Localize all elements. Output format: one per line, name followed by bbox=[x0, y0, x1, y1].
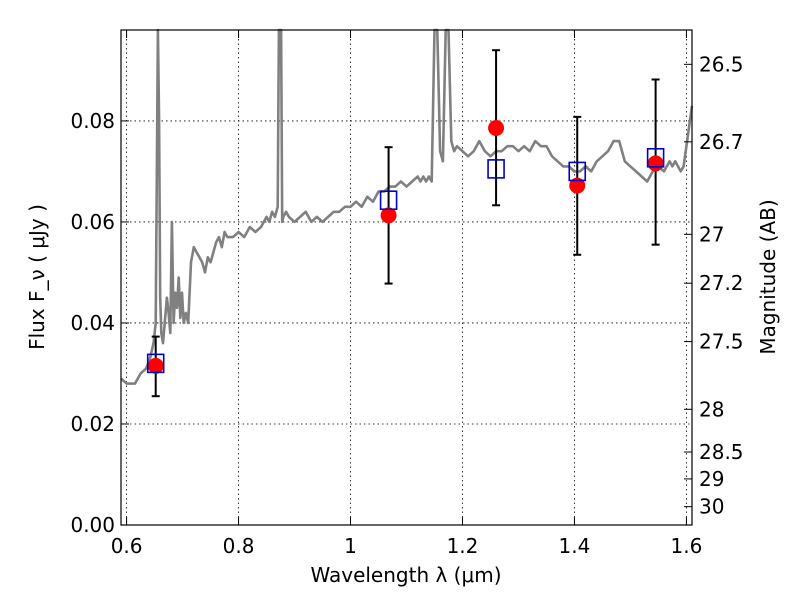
y-tick-label: 0.02 bbox=[70, 412, 115, 436]
spectrum-layer bbox=[120, 28, 694, 385]
mag-tick-label: 27.5 bbox=[699, 330, 744, 354]
spectrum-line bbox=[120, 28, 694, 385]
y-tick-label: 0.04 bbox=[70, 311, 115, 335]
y2-axis-title: Magnitude (AB) bbox=[756, 199, 780, 354]
model-point-marker bbox=[646, 147, 665, 168]
data-point bbox=[488, 119, 505, 136]
mag-tick-label: 27.2 bbox=[699, 271, 744, 295]
mag-tick-label: 26.5 bbox=[699, 52, 744, 76]
mag-tick-label: 29 bbox=[699, 467, 724, 491]
model-points-layer bbox=[146, 147, 665, 374]
points-layer bbox=[147, 119, 664, 374]
y-axis-title: Flux F_ν ( μJy ) bbox=[25, 204, 49, 350]
data-point bbox=[380, 207, 397, 224]
x-axis-title: Wavelength λ (μm) bbox=[310, 563, 501, 587]
x-tick-label: 0.8 bbox=[223, 534, 255, 558]
x-tick-label: 1.2 bbox=[447, 534, 479, 558]
y-tick-label: 0.08 bbox=[70, 109, 115, 133]
model-point-marker bbox=[379, 190, 398, 211]
plot-frame bbox=[120, 29, 693, 526]
x-tick-label: 1.6 bbox=[670, 534, 702, 558]
tick-labels: 0.6 0.8 1 1.2 1.4 1.6 0.00 0.02 0.04 0.06 0.08 26.5… bbox=[70, 52, 743, 558]
model-point-marker bbox=[568, 161, 587, 182]
errorbar-layer bbox=[151, 49, 660, 398]
mag-tick-label: 28.5 bbox=[699, 440, 744, 464]
data-point bbox=[647, 155, 664, 172]
x-tick-label: 0.6 bbox=[111, 534, 143, 558]
ticks bbox=[121, 30, 692, 526]
mag-tick-label: 28 bbox=[699, 397, 724, 421]
y-tick-label: 0.06 bbox=[70, 210, 115, 234]
mag-tick-label: 27 bbox=[699, 222, 724, 246]
data-point bbox=[147, 357, 164, 374]
data-point bbox=[569, 177, 586, 194]
grid bbox=[121, 30, 692, 526]
mag-tick-label: 26.7 bbox=[699, 130, 744, 154]
y-tick-label: 0.00 bbox=[70, 513, 115, 537]
model-point-marker bbox=[487, 159, 505, 179]
x-tick-label: 1.4 bbox=[559, 534, 591, 558]
mag-tick-label: 30 bbox=[699, 495, 724, 519]
model-point-marker bbox=[146, 353, 165, 374]
x-tick-label: 1 bbox=[344, 534, 357, 558]
